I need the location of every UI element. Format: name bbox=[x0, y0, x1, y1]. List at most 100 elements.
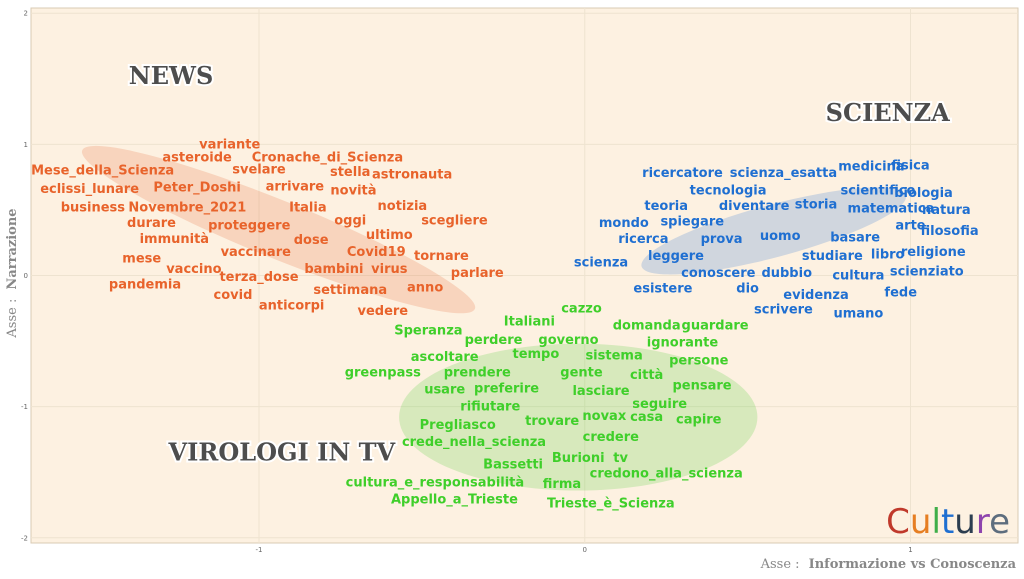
word-label-scienza: arte bbox=[895, 219, 925, 234]
word-label-virologi: capire bbox=[676, 413, 722, 428]
word-label-news: Novembre_2021 bbox=[128, 200, 246, 215]
word-label-virologi: usare bbox=[424, 383, 465, 398]
word-label-virologi: Appello_a_Trieste bbox=[391, 493, 518, 508]
word-label-news: parlare bbox=[451, 266, 504, 281]
word-label-scienza: spiegare bbox=[660, 215, 724, 230]
word-label-news: variante bbox=[199, 137, 260, 152]
group-label-virologi: VIROLOGI IN TV bbox=[168, 438, 396, 467]
word-label-virologi: prendere bbox=[444, 366, 511, 381]
ellipse-virologi bbox=[399, 343, 758, 491]
word-label-news: business bbox=[61, 200, 126, 215]
word-label-news: Italia bbox=[289, 200, 327, 215]
word-label-news: stella bbox=[330, 165, 370, 180]
word-label-news: svelare bbox=[232, 162, 286, 177]
y-axis-prefix: Asse : bbox=[5, 299, 20, 339]
word-label-scienza: scienza_esatta bbox=[730, 166, 837, 181]
word-label-virologi: Speranza bbox=[394, 324, 462, 339]
word-label-virologi: ascoltare bbox=[411, 350, 479, 365]
word-label-scienza: studiare bbox=[802, 249, 863, 264]
word-label-news: Cronache_di_Scienza bbox=[252, 150, 403, 165]
y-axis-title: Narrazione bbox=[5, 208, 20, 289]
word-label-virologi: lasciare bbox=[572, 384, 629, 399]
word-label-virologi: Trieste_è_Scienza bbox=[547, 497, 675, 512]
group-labels: NEWS SCIENZA VIROLOGI IN TV bbox=[127, 59, 952, 468]
word-label-news: pandemia bbox=[109, 278, 181, 293]
word-label-virologi: tempo bbox=[512, 347, 559, 362]
word-label-scienza: ricercatore bbox=[642, 166, 723, 181]
word-label-news: durare bbox=[127, 216, 176, 231]
word-label-news: settimana bbox=[313, 283, 387, 298]
x-tick-label: 1 bbox=[908, 546, 912, 554]
word-label-virologi: tv bbox=[613, 451, 628, 466]
word-label-scienza: natura bbox=[922, 203, 971, 218]
word-label-news: vaccinare bbox=[221, 245, 292, 260]
word-label-scienza: scienza bbox=[574, 255, 628, 270]
logo-letter: e bbox=[989, 502, 1010, 542]
logo-letter: t bbox=[941, 502, 954, 542]
word-label-virologi: gente bbox=[560, 366, 603, 381]
word-label-scienza: umano bbox=[834, 307, 884, 322]
word-label-scienza: teoria bbox=[644, 199, 688, 214]
word-label-scienza: medicina bbox=[838, 160, 904, 175]
word-label-virologi: governo bbox=[538, 333, 598, 348]
axis-ticks: -1 0 1 -2 -1 0 1 2 bbox=[21, 10, 913, 554]
word-label-virologi: persone bbox=[669, 354, 728, 369]
word-label-news: Covid19 bbox=[347, 245, 406, 260]
word-label-scienza: basare bbox=[830, 230, 880, 245]
word-label-virologi: credere bbox=[583, 430, 639, 445]
word-label-virologi: firma bbox=[543, 477, 581, 492]
word-label-news: dose bbox=[294, 233, 329, 248]
word-label-virologi: sistema bbox=[585, 348, 642, 363]
word-label-scienza: cultura bbox=[832, 269, 884, 284]
word-label-scienza: libro bbox=[871, 248, 905, 263]
x-tick-label: -1 bbox=[256, 546, 263, 554]
x-axis-label: Asse : Informazione vs Conoscenza bbox=[760, 553, 1017, 572]
word-label-scienza: matematica bbox=[848, 202, 935, 217]
word-label-virologi: Bassetti bbox=[483, 457, 543, 472]
word-label-news: bambini bbox=[304, 262, 363, 277]
word-label-scienza: dio bbox=[736, 282, 759, 297]
logo-letter: l bbox=[931, 502, 940, 542]
word-label-virologi: rifiutare bbox=[460, 400, 520, 415]
word-label-virologi: trovare bbox=[525, 414, 579, 429]
y-tick-label: 0 bbox=[24, 272, 28, 280]
word-label-virologi: crede_nella_scienza bbox=[402, 435, 546, 450]
word-label-virologi: preferire bbox=[474, 381, 539, 396]
x-axis-title: Informazione vs Conoscenza bbox=[809, 557, 1017, 572]
y-tick-label: 2 bbox=[24, 10, 28, 18]
word-label-scienza: fede bbox=[884, 286, 917, 301]
x-tick-label: 0 bbox=[583, 546, 587, 554]
word-label-virologi: domanda bbox=[613, 318, 681, 333]
word-label-scienza: fisica bbox=[891, 158, 929, 173]
word-label-news: Peter_Doshi bbox=[153, 181, 240, 196]
word-label-scienza: storia bbox=[795, 198, 838, 213]
logo-letter: u bbox=[954, 502, 976, 542]
word-label-news: mese bbox=[122, 251, 161, 266]
word-label-scienza: dubbio bbox=[761, 266, 812, 281]
word-label-scienza: religione bbox=[901, 245, 966, 260]
word-label-scienza: diventare bbox=[719, 199, 790, 214]
word-label-virologi: greenpass bbox=[345, 366, 421, 381]
word-label-scienza: mondo bbox=[599, 216, 649, 231]
word-label-news: vaccino bbox=[166, 262, 221, 277]
word-label-news: Mese_della_Scienza bbox=[31, 164, 174, 179]
word-label-news: asteroide bbox=[162, 150, 232, 165]
word-label-scienza: scientifico bbox=[840, 183, 915, 198]
y-tick-label: 1 bbox=[24, 141, 28, 149]
word-label-virologi: perdere bbox=[465, 333, 523, 348]
word-label-news: notizia bbox=[378, 199, 428, 214]
word-label-news: eclissi_lunare bbox=[40, 182, 139, 197]
word-label-scienza: conoscere bbox=[681, 266, 755, 281]
word-label-news: scegliere bbox=[421, 213, 488, 228]
word-label-news: vedere bbox=[357, 304, 408, 319]
word-label-news: proteggere bbox=[208, 219, 291, 234]
word-label-news: virus bbox=[371, 262, 408, 277]
word-label-news: terza_dose bbox=[219, 270, 298, 285]
word-label-virologi: Pregliasco bbox=[420, 418, 496, 433]
word-label-news: astronauta bbox=[372, 168, 452, 183]
ellipse-scienza bbox=[641, 187, 907, 275]
word-label-news: anticorpi bbox=[259, 299, 325, 314]
logo-letter: r bbox=[976, 502, 990, 542]
group-label-news: NEWS bbox=[129, 61, 214, 90]
